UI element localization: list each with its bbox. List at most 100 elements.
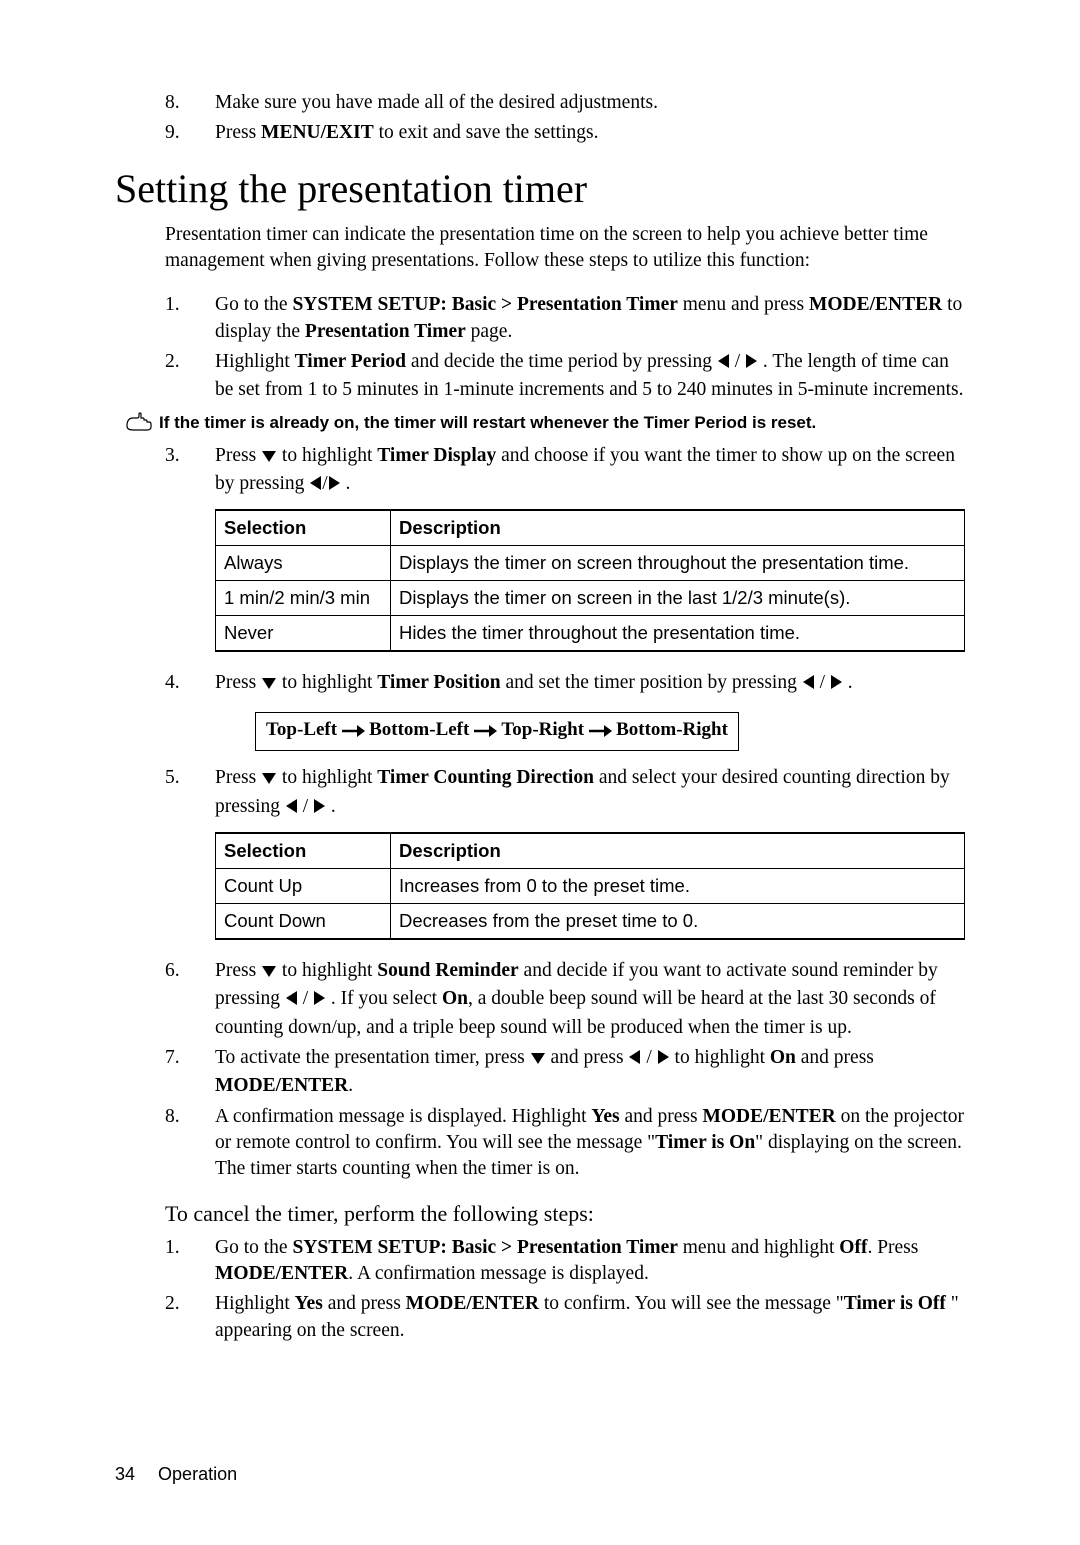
bold-text: SYSTEM SETUP: Basic > Presentation Timer [292,1237,677,1258]
table-row: 1 min/2 min/3 minDisplays the timer on s… [216,581,965,616]
bold-text: Timer Position [377,672,500,693]
table-row: AlwaysDisplays the timer on screen throu… [216,546,965,581]
table-cell: Displays the timer on screen throughout … [391,546,965,581]
list-text: Press MENU/EXIT to exit and save the set… [215,120,965,146]
list-item: 5.Press to highlight Timer Counting Dire… [165,765,965,822]
top-steps-list: 8.Make sure you have made all of the des… [165,90,965,147]
table-header: Description [391,510,965,546]
table-row: Count DownDecreases from the preset time… [216,904,965,940]
arrow-left-icon [628,1047,641,1073]
cycle-item: Top-Left [266,719,337,740]
table-cell: Increases from 0 to the preset time. [391,869,965,904]
bold-text: MODE/ENTER [809,294,942,315]
list-text: Go to the SYSTEM SETUP: Basic > Presenta… [215,292,965,345]
arrow-right-icon [313,796,326,822]
list-number: 2. [165,349,215,404]
counting-direction-table: SelectionDescriptionCount UpIncreases fr… [215,832,965,940]
list-number: 2. [165,1291,215,1344]
page-footer: 34 Operation [115,1464,965,1485]
arrow-right-icon [328,473,341,499]
cycle-item: Top-Right [501,719,584,740]
list-item: 2.Highlight Timer Period and decide the … [165,349,965,404]
table-cell: Never [216,616,391,652]
list-number: 8. [165,1104,215,1183]
arrow-down-icon [261,445,277,471]
cancel-subheading: To cancel the timer, perform the followi… [165,1201,965,1227]
page: 8.Make sure you have made all of the des… [0,0,1080,1545]
list-text: Press to highlight Timer Position and se… [215,670,965,698]
arrow-right-icon [745,351,758,377]
list-item: 4.Press to highlight Timer Position and … [165,670,965,698]
cancel-steps-list: 1.Go to the SYSTEM SETUP: Basic > Presen… [165,1235,965,1344]
table-header: Selection [216,833,391,869]
table-row: Count UpIncreases from 0 to the preset t… [216,869,965,904]
table-cell: Always [216,546,391,581]
list-number: 8. [165,90,215,116]
list-number: 4. [165,670,215,698]
bold-text: MODE/ENTER [215,1263,348,1284]
list-text: A confirmation message is displayed. Hig… [215,1104,965,1183]
list-item: 1.Go to the SYSTEM SETUP: Basic > Presen… [165,292,965,345]
list-number: 6. [165,958,215,1041]
list-text: Press to highlight Timer Display and cho… [215,443,965,500]
steps-list-d: 5.Press to highlight Timer Counting Dire… [165,765,965,822]
section-title: Setting the presentation timer [115,165,965,212]
intro-paragraph: Presentation timer can indicate the pres… [165,222,965,275]
arrow-left-icon [285,796,298,822]
page-number: 34 [115,1464,135,1485]
bold-text: Timer Counting Direction [377,767,594,788]
list-number: 3. [165,443,215,500]
arrow-left-icon [717,351,730,377]
list-text: Go to the SYSTEM SETUP: Basic > Presenta… [215,1235,965,1288]
list-item: 1.Go to the SYSTEM SETUP: Basic > Presen… [165,1235,965,1288]
arrow-down-icon [261,960,277,986]
bold-text: Sound Reminder [377,960,518,981]
arrow-right-icon [588,722,612,744]
bold-text: MODE/ENTER [702,1106,835,1127]
bold-text: MENU/EXIT [261,122,374,143]
steps-list-a: 1.Go to the SYSTEM SETUP: Basic > Presen… [165,292,965,403]
position-cycle-box: Top-Left Bottom-Left Top-Right Bottom-Right [255,712,739,751]
note-text: If the timer is already on, the timer wi… [159,412,816,434]
table-cell: Displays the timer on screen in the last… [391,581,965,616]
list-text: Highlight Timer Period and decide the ti… [215,349,965,404]
arrow-right-icon [313,988,326,1014]
bold-text: SYSTEM SETUP: Basic > Presentation Timer [292,294,677,315]
table-cell: Hides the timer throughout the presentat… [391,616,965,652]
list-text: Highlight Yes and press MODE/ENTER to co… [215,1291,965,1344]
list-number: 7. [165,1045,215,1100]
list-number: 9. [165,120,215,146]
list-text: Make sure you have made all of the desir… [215,90,965,116]
table-header: Selection [216,510,391,546]
steps-list-b: 3.Press to highlight Timer Display and c… [165,443,965,500]
cycle-item: Bottom-Right [616,719,728,740]
table-cell: 1 min/2 min/3 min [216,581,391,616]
table-row: NeverHides the timer throughout the pres… [216,616,965,652]
list-number: 1. [165,292,215,345]
arrow-left-icon [802,672,815,698]
arrow-right-icon [830,672,843,698]
bold-text: On [442,988,468,1009]
table-header: Description [391,833,965,869]
arrow-left-icon [285,988,298,1014]
bold-text: Timer is Off [844,1293,951,1314]
bold-text: Timer Period [295,351,406,372]
list-item: 6.Press to highlight Sound Reminder and … [165,958,965,1041]
steps-list-e: 6.Press to highlight Sound Reminder and … [165,958,965,1183]
list-number: 5. [165,765,215,822]
bold-text: Yes [295,1293,328,1314]
list-text: Press to highlight Timer Counting Direct… [215,765,965,822]
note-row: If the timer is already on, the timer wi… [115,412,965,437]
bold-text: Off [839,1237,867,1258]
cycle-item: Bottom-Left [369,719,469,740]
arrow-down-icon [530,1047,546,1073]
list-item: 2.Highlight Yes and press MODE/ENTER to … [165,1291,965,1344]
footer-section: Operation [158,1464,237,1484]
list-item: 8.A confirmation message is displayed. H… [165,1104,965,1183]
list-item: 7.To activate the presentation timer, pr… [165,1045,965,1100]
arrow-down-icon [261,672,277,698]
bold-text: On [770,1047,796,1068]
bold-text: MODE/ENTER [406,1293,539,1314]
steps-list-c: 4.Press to highlight Timer Position and … [165,670,965,698]
bold-text: Presentation Timer [305,321,466,342]
